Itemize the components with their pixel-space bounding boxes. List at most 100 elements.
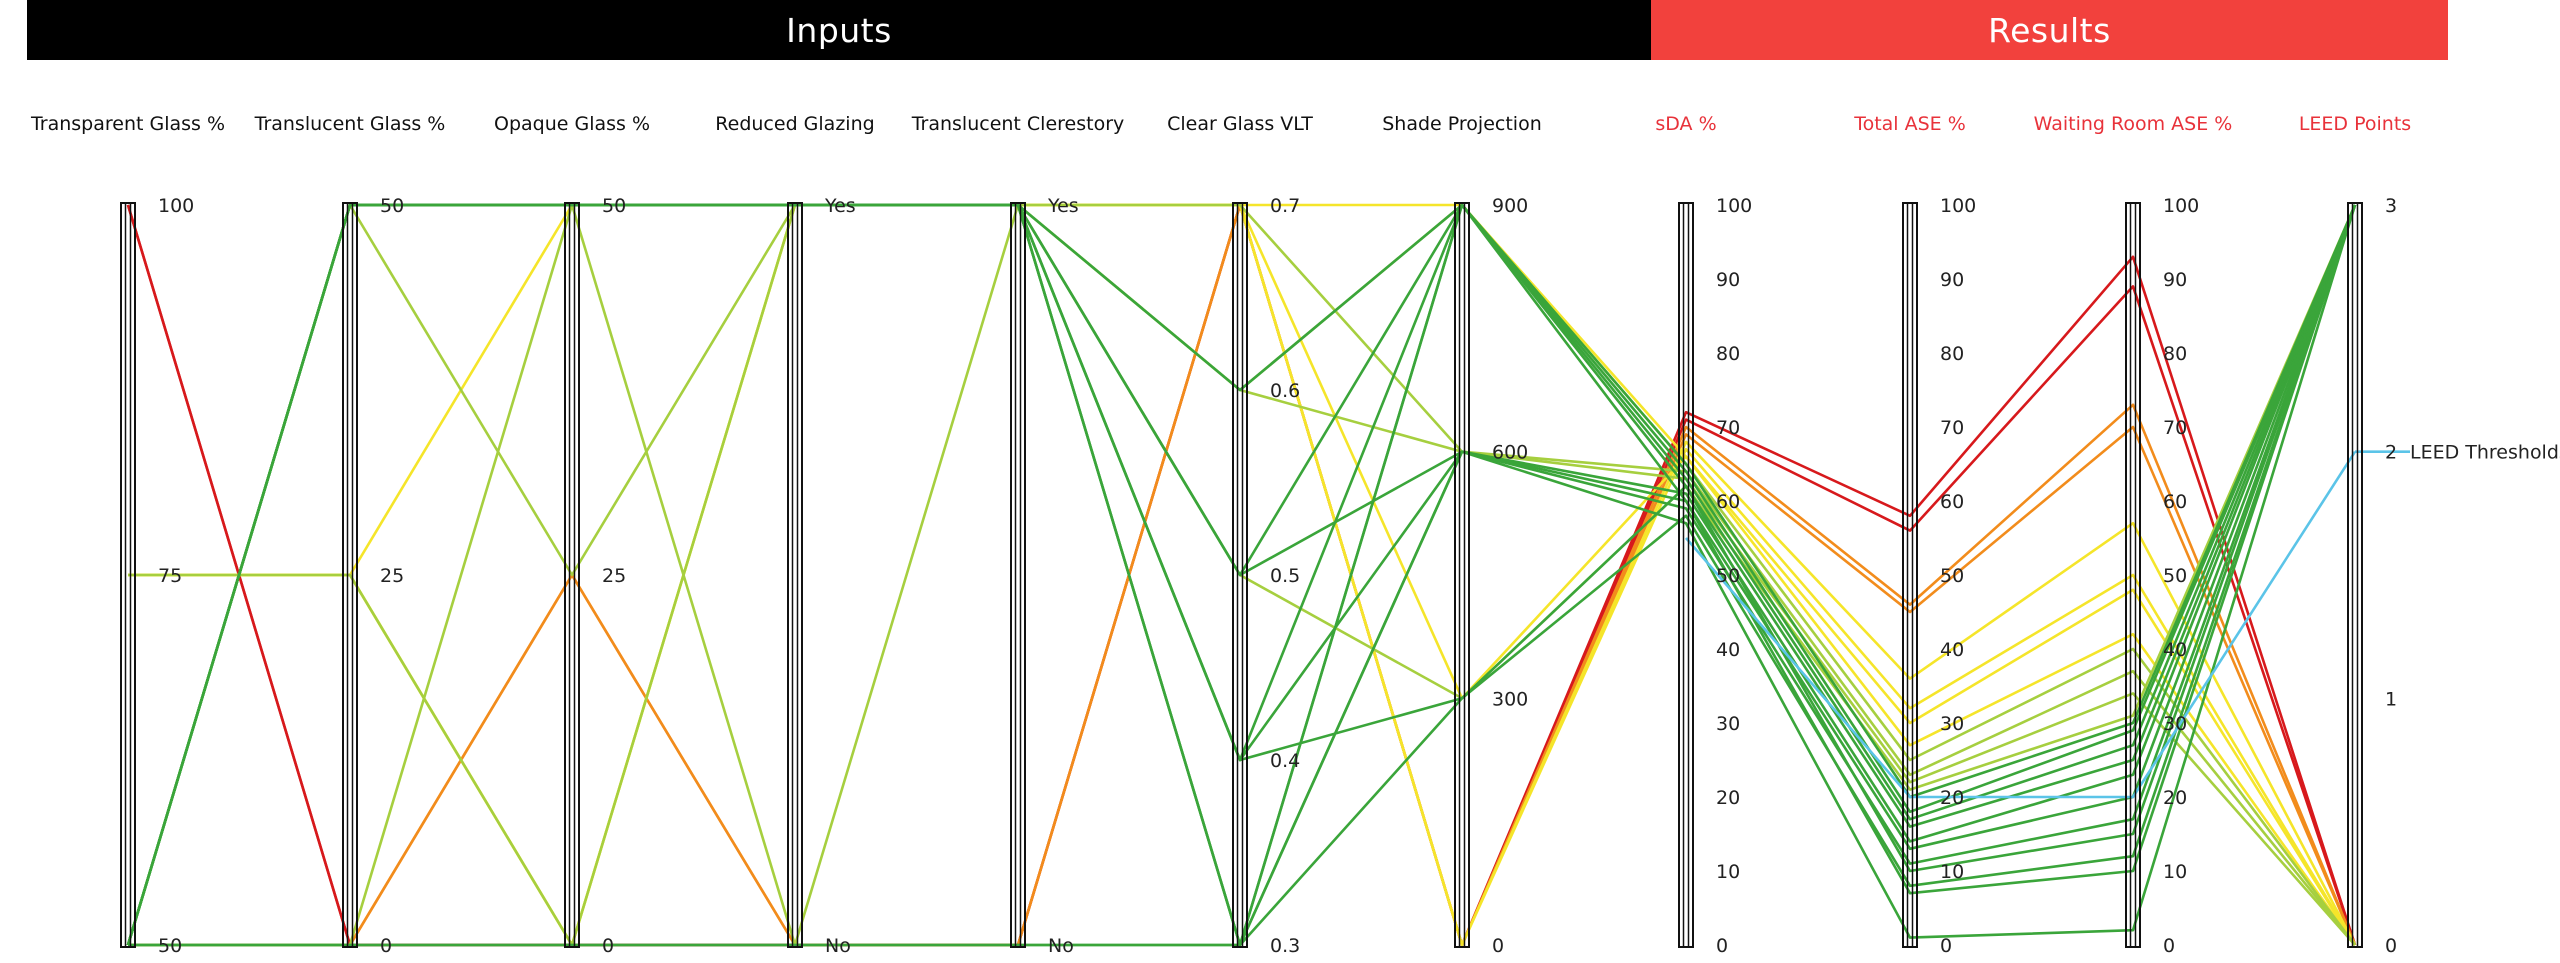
axis-translucent: Translucent Glass % 50 25 0 (254, 113, 446, 957)
results-header-label: Results (1988, 10, 2111, 50)
axis-reduced: Reduced Glazing Yes No (715, 113, 874, 957)
axis-opaque: Opaque Glass % 50 25 0 (494, 113, 650, 957)
axis-title-shade: Shade Projection (1382, 113, 1542, 135)
tick-label: 100 (158, 195, 194, 217)
tick-label: 25 (602, 565, 626, 587)
tick-label: 900 (1492, 195, 1528, 217)
tick-label: 40 (1940, 639, 1964, 661)
tick-label: Yes (1047, 195, 1079, 217)
axis-bar (1678, 202, 1694, 948)
axis-bar (120, 202, 136, 948)
tick-label: 1 (2385, 688, 2397, 710)
axis-title-leed: LEED Points (2299, 113, 2411, 135)
tick-label: 50 (1940, 565, 1964, 587)
axis-title-translucent: Translucent Glass % (254, 113, 446, 135)
tick-label: 60 (2163, 491, 2187, 513)
axis-shade: Shade Projection 900 600 300 0 (1382, 113, 1542, 957)
axis-bar (1454, 202, 1470, 948)
tick-label: 50 (602, 195, 626, 217)
tick-label: 70 (2163, 417, 2187, 439)
tick-label: 3 (2385, 195, 2397, 217)
tick-label: 0 (2163, 935, 2175, 957)
tick-label: 100 (1940, 195, 1976, 217)
results-header: Results (1651, 0, 2448, 60)
axis-clerestory: Translucent Clerestory Yes No (911, 113, 1125, 957)
tick-label: 70 (1940, 417, 1964, 439)
tick-label: 20 (1940, 787, 1964, 809)
tick-label: 80 (1716, 343, 1740, 365)
axis-bar (564, 202, 580, 948)
tick-label: 30 (1940, 713, 1964, 735)
tick-label: Yes (824, 195, 856, 217)
tick-label: 0 (1940, 935, 1952, 957)
tick-label: 10 (1940, 861, 1964, 883)
tick-label: 60 (1716, 491, 1740, 513)
axis-bar (1010, 202, 1026, 948)
tick-label: 70 (1716, 417, 1740, 439)
tick-label: 10 (2163, 861, 2187, 883)
axis-title-vlt: Clear Glass VLT (1167, 113, 1313, 135)
series-line-22 (128, 204, 2357, 947)
tick-label: 0 (602, 935, 614, 957)
tick-label: 0 (2385, 935, 2397, 957)
tick-label: 40 (1716, 639, 1740, 661)
tick-label: 0 (1716, 935, 1728, 957)
tick-label: 100 (2163, 195, 2199, 217)
inputs-header: Inputs (27, 0, 1651, 60)
tick-label: 50 (158, 935, 182, 957)
inputs-header-label: Inputs (786, 10, 892, 50)
axis-vlt: Clear Glass VLT 0.7 0.6 0.5 0.4 0.3 (1167, 113, 1313, 957)
tick-label: 0 (380, 935, 392, 957)
axis-title-opaque: Opaque Glass % (494, 113, 650, 135)
tick-label: 20 (1716, 787, 1740, 809)
tick-label: No (825, 935, 851, 957)
tick-label: 100 (1716, 195, 1752, 217)
tick-label: 60 (1940, 491, 1964, 513)
axis-title-ase: Total ASE % (1853, 113, 1966, 135)
tick-label: 0.3 (1270, 935, 1300, 957)
tick-label: 50 (1716, 565, 1740, 587)
axis-title-clerestory: Translucent Clerestory (911, 113, 1125, 135)
axis-bar (2125, 202, 2141, 948)
tick-label: 30 (1716, 713, 1740, 735)
tick-label: 0.4 (1270, 750, 1300, 772)
axis-bar (1902, 202, 1918, 948)
tick-label: 30 (2163, 713, 2187, 735)
tick-label: 0.6 (1270, 380, 1300, 402)
tick-label: 0.5 (1270, 565, 1300, 587)
tick-label: 10 (1716, 861, 1740, 883)
tick-label: 0 (1492, 935, 1504, 957)
threshold-annotation: LEED Thresholds (2410, 442, 2560, 464)
tick-label: 50 (2163, 565, 2187, 587)
axis-bar (787, 202, 803, 948)
tick-label: No (1048, 935, 1074, 957)
axis-transparent: Transparent Glass % 100 75 50 (30, 113, 225, 957)
tick-label: 600 (1492, 442, 1528, 464)
tick-label: 90 (1940, 269, 1964, 291)
tick-label: 50 (380, 195, 404, 217)
axis-title-reduced: Reduced Glazing (715, 113, 874, 135)
axis-title-transparent: Transparent Glass % (30, 113, 225, 135)
tick-label: 0.7 (1270, 195, 1300, 217)
tick-label: 25 (380, 565, 404, 587)
tick-label: 80 (1940, 343, 1964, 365)
tick-label: 90 (1716, 269, 1740, 291)
axis-bar (2347, 202, 2363, 948)
axis-title-wase: Waiting Room ASE % (2034, 113, 2233, 135)
series-lines (126, 203, 2357, 947)
tick-label: 300 (1492, 688, 1528, 710)
tick-label: 80 (2163, 343, 2187, 365)
axis-bar (1232, 202, 1248, 948)
series-line-23 (1685, 450, 2357, 799)
axis-bar (342, 202, 358, 948)
tick-label: 20 (2163, 787, 2187, 809)
tick-label: 90 (2163, 269, 2187, 291)
axis-title-sda: sDA % (1655, 113, 1716, 135)
tick-label: 40 (2163, 639, 2187, 661)
tick-label: 2 (2385, 442, 2397, 464)
axis-leed: LEED Points 3 2 1 0 (2299, 113, 2411, 957)
tick-label: 75 (158, 565, 182, 587)
